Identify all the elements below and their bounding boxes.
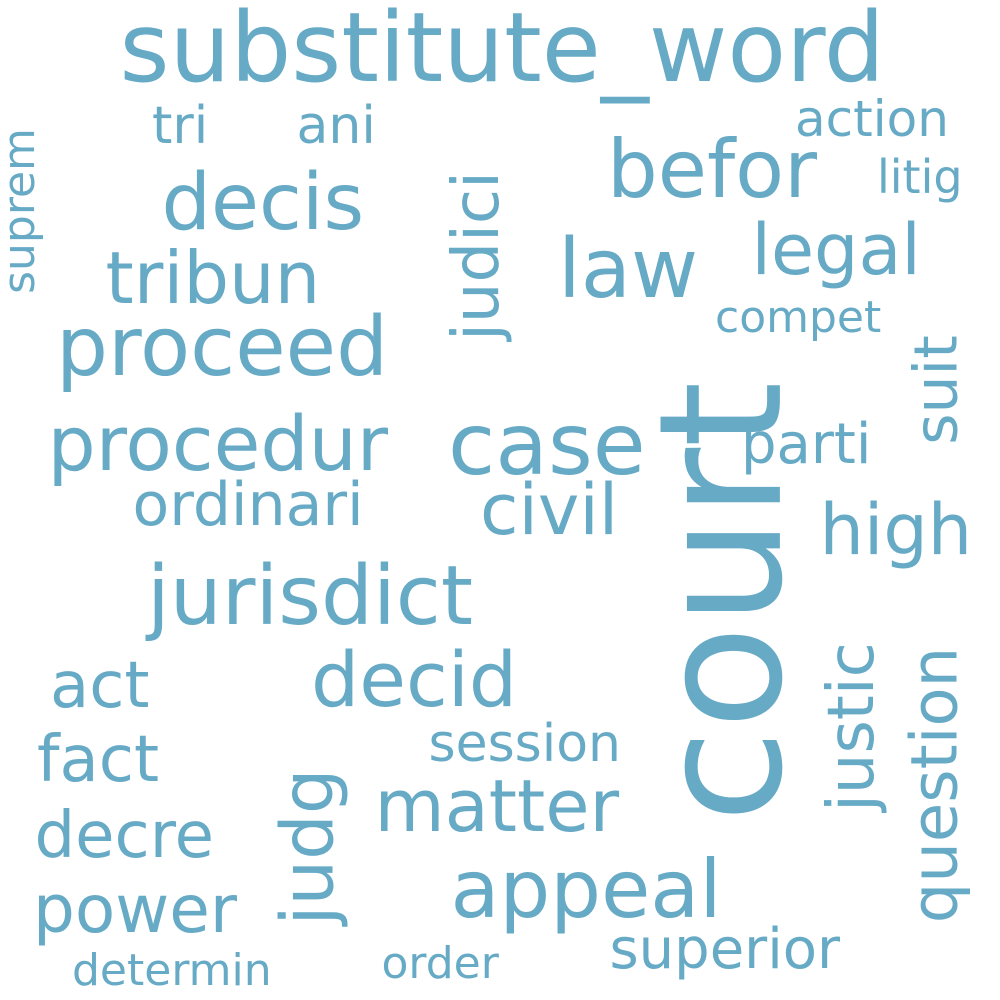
word-judici: judici [439,171,514,341]
word-tribun: tribun [105,236,321,320]
word-ani: ani [296,96,376,156]
word-proceed: proceed [56,300,389,395]
word-matter: matter [374,764,620,848]
word-civil: civil [480,469,619,551]
word-decre: decre [34,799,214,873]
word-substitute-word: substitute_word [119,0,885,104]
word-judg: judg [265,768,350,926]
word-determin: determin [72,945,272,996]
word-legal: legal [751,209,921,291]
word-justic: justic [814,642,889,812]
word-law: law [558,222,699,317]
word-question: question [897,646,972,924]
word-suprem: suprem [0,128,45,294]
word-fact: fact [37,723,160,797]
word-appeal: appeal [450,843,722,936]
word-ordinari: ordinari [132,470,364,540]
word-high: high [819,489,973,571]
word-superior: superior [609,917,841,982]
word-compet: compet [715,292,882,343]
word-decid: decid [311,635,518,724]
word-befor: befor [607,123,817,216]
word-power: power [33,871,237,948]
word-suit: suit [901,335,972,445]
word-procedur: procedur [47,399,389,488]
word-parti: parti [741,412,872,477]
word-jurisdict: jurisdict [147,549,474,644]
word-order: order [381,938,499,989]
word-session: session [428,714,622,774]
word-litig: litig [877,150,963,204]
word-case: case [448,395,646,495]
word-act: act [50,649,150,723]
word-action: action [795,90,949,148]
word-tri: tri [152,96,209,156]
word-decis: decis [161,158,365,248]
